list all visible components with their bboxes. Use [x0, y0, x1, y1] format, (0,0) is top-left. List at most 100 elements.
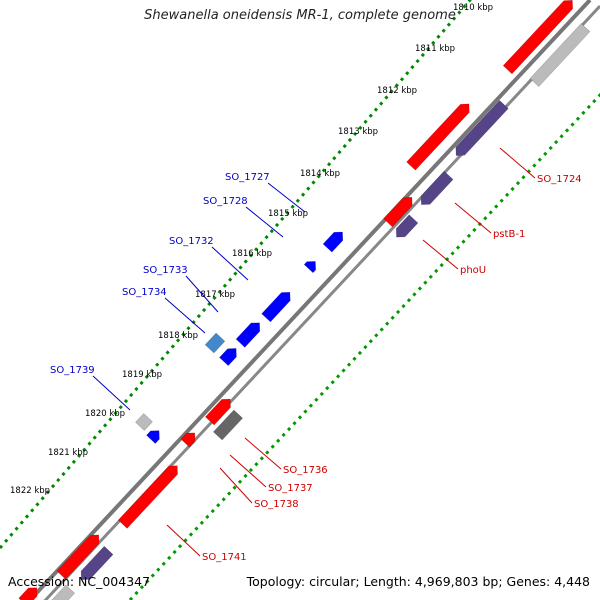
gene-reverse-blue-shape [235, 322, 261, 348]
gene-forward[interactable] [406, 100, 474, 171]
kbp-label: 1810 kbp [453, 3, 493, 13]
inner-tick [420, 52, 425, 58]
gene-label-left[interactable]: SO_1739 [50, 365, 95, 376]
inner-tick [30, 508, 35, 513]
leader-line [219, 467, 253, 504]
leader-line [166, 524, 201, 557]
gene-reverse[interactable] [452, 99, 509, 159]
outer-tick [357, 350, 363, 356]
inner-tick [248, 253, 254, 258]
inner-tick [149, 368, 155, 373]
inner-tick [405, 71, 410, 76]
inner-tick [358, 125, 363, 130]
inner-tick [321, 168, 326, 173]
gene-forward[interactable] [56, 531, 103, 580]
outer-tick [281, 432, 286, 438]
inner-tick [139, 380, 144, 386]
leader-line [185, 275, 219, 313]
inner-tick [389, 89, 394, 94]
outer-tick [368, 339, 373, 344]
outer-tick [521, 175, 526, 180]
outer-tick [297, 415, 303, 420]
gene-forward-shape [56, 534, 100, 580]
gene-forward[interactable] [383, 193, 417, 228]
backbone-inner-line [28, 0, 592, 600]
gene-other[interactable] [529, 23, 591, 87]
outer-tick [194, 526, 199, 531]
inner-tick [342, 143, 347, 149]
gene-other[interactable] [45, 584, 75, 600]
gene-reverse[interactable] [417, 170, 454, 208]
gene-label-left[interactable]: SO_1734 [122, 287, 167, 298]
gene-forward[interactable] [18, 584, 41, 600]
outer-tick [494, 204, 499, 209]
outer-tick [254, 462, 259, 467]
gene-reverse-blue[interactable] [322, 228, 347, 253]
gene-reverse-blue[interactable] [219, 344, 240, 367]
outer-tick [161, 561, 166, 566]
gene-reverse-blue[interactable] [146, 427, 164, 444]
gene-reverse[interactable] [77, 545, 114, 583]
gene-reverse-blue[interactable] [303, 257, 320, 274]
gene-label-left[interactable]: SO_1732 [169, 236, 214, 247]
gene-forward-shape [205, 398, 231, 426]
gene-other[interactable] [213, 409, 243, 441]
inner-tick [306, 186, 311, 191]
gene-label-right[interactable]: pstB-1 [493, 229, 525, 240]
inner-tick [285, 210, 290, 215]
inner-tick [415, 58, 420, 64]
inner-tick [222, 283, 228, 288]
outer-tick [314, 397, 319, 402]
gene-forward[interactable] [117, 462, 181, 529]
outer-tick [548, 145, 553, 151]
gene-forward[interactable] [180, 429, 199, 448]
gene-reverse-blue-shape [146, 430, 160, 444]
outer-tick [259, 456, 264, 461]
inner-tick [451, 16, 457, 21]
outer-tick [210, 508, 215, 514]
gene-label-right[interactable]: phoU [460, 265, 486, 276]
gene-reverse-blue[interactable] [235, 319, 264, 348]
leader-line [92, 375, 131, 411]
kbp-label: 1816 kbp [232, 249, 272, 259]
outer-tick [559, 134, 564, 139]
gene-reverse-blue[interactable] [261, 288, 295, 323]
gene-label-left[interactable]: SO_1728 [203, 196, 248, 207]
gene-label-right[interactable]: SO_1741 [202, 552, 247, 563]
inner-tick [66, 465, 71, 471]
inner-tick [170, 344, 175, 349]
outer-tick [472, 227, 477, 233]
inner-tick [9, 532, 14, 537]
inner-tick [97, 429, 103, 434]
gene-reverse[interactable] [392, 214, 419, 241]
gene-teal[interactable] [204, 332, 226, 354]
kbp-label: 1817 kbp [195, 290, 235, 300]
gene-label-right[interactable]: SO_1737 [268, 483, 313, 494]
outer-tick [406, 298, 412, 303]
gene-reverse-blue-shape [322, 231, 344, 253]
gene-label-right[interactable]: SO_1738 [254, 499, 299, 510]
outer-tick [346, 362, 352, 367]
outer-tick [232, 485, 237, 490]
kbp-label: 1818 kbp [158, 331, 198, 341]
gene-label-right[interactable]: SO_1736 [283, 465, 328, 476]
outer-tick [303, 409, 308, 414]
outer-tick [575, 116, 581, 121]
gene-forward[interactable] [205, 395, 234, 426]
outer-tick [412, 292, 417, 297]
outer-tick [570, 122, 575, 127]
leader-line [164, 297, 206, 334]
gene-label-left[interactable]: SO_1727 [225, 172, 270, 183]
inner-tick [290, 204, 295, 209]
outer-tick [183, 538, 188, 543]
gene-other[interactable] [135, 413, 153, 431]
gene-label-right[interactable]: SO_1724 [537, 174, 582, 185]
outer-tick [450, 251, 455, 256]
outer-tick [434, 268, 439, 274]
outer-tick [188, 532, 194, 537]
gene-reverse-shape [80, 545, 114, 580]
inner-tick [118, 405, 123, 410]
gene-forward[interactable] [502, 0, 577, 75]
outer-tick [286, 426, 292, 432]
gene-label-left[interactable]: SO_1733 [143, 265, 188, 276]
